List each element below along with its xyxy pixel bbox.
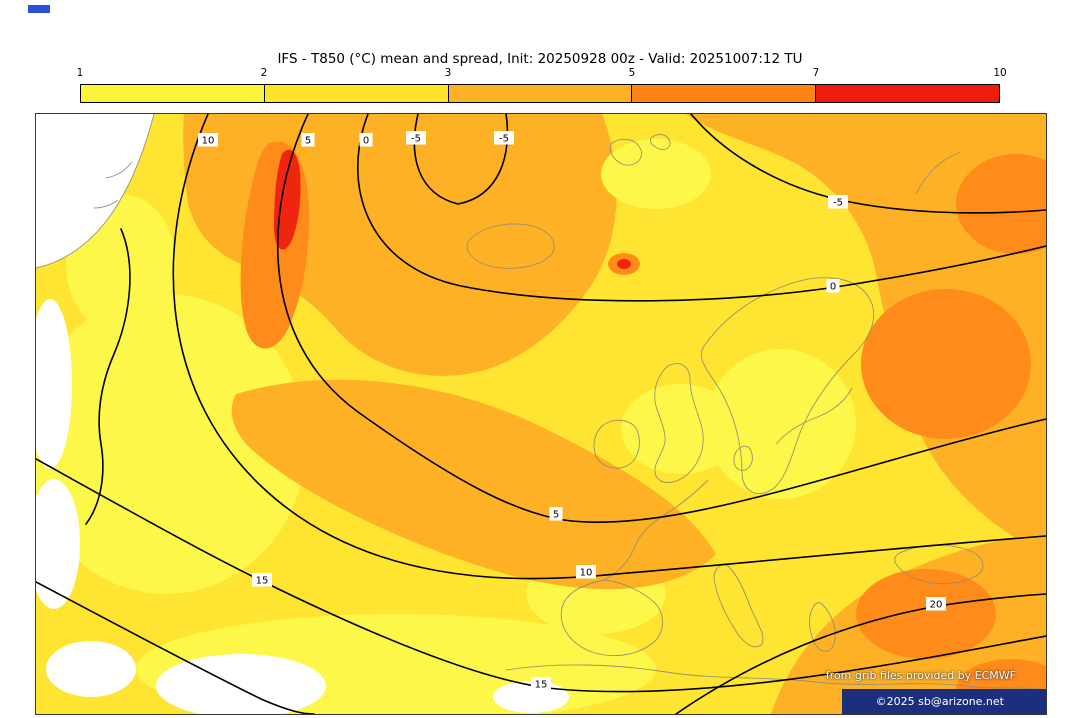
svg-text:15: 15 bbox=[535, 680, 548, 691]
contour-label: 5 bbox=[301, 133, 315, 147]
greece-coastline bbox=[809, 602, 836, 652]
denmark-coastline bbox=[733, 445, 753, 471]
contour-label: 5 bbox=[549, 507, 563, 521]
contour-layer bbox=[36, 114, 1046, 714]
colorbar-segments bbox=[80, 84, 1000, 103]
contour-labels-layer: 10 5 0 -5 -5 -5 0 5 10 15 15 20 bbox=[198, 131, 946, 691]
isotherm-line-15 bbox=[36, 458, 1046, 693]
svg-text:0: 0 bbox=[830, 282, 836, 293]
africa-coastline bbox=[505, 664, 1046, 691]
svg-text:20: 20 bbox=[930, 600, 943, 611]
contour-label: 10 bbox=[198, 133, 218, 147]
scandinavia-coastline bbox=[700, 277, 875, 494]
svg-text:0: 0 bbox=[363, 136, 369, 147]
colorbar-tick: 2 bbox=[260, 67, 268, 79]
colorbar-ticks: 1 2 3 5 7 10 bbox=[76, 67, 1007, 80]
contour-label: 0 bbox=[359, 133, 373, 147]
isotherm-line-20-east bbox=[675, 593, 1046, 714]
contour-label: 10 bbox=[576, 565, 596, 579]
contour-label: -5 bbox=[828, 195, 848, 209]
contour-label: -5 bbox=[494, 131, 514, 145]
spread-region-central-band bbox=[231, 379, 716, 590]
contour-label: 15 bbox=[531, 677, 551, 691]
chart-title: IFS - T850 (°C) mean and spread, Init: 2… bbox=[277, 51, 803, 67]
spread-fill-layer bbox=[36, 114, 1046, 714]
isotherm-line-minus5-inner bbox=[413, 114, 509, 205]
isotherm-line-20-west bbox=[36, 581, 315, 714]
contour-label: -5 bbox=[406, 131, 426, 145]
iceland-coastline bbox=[466, 223, 555, 269]
contour-label: 20 bbox=[926, 597, 946, 611]
great-britain-coastline bbox=[654, 363, 704, 483]
svg-text:10: 10 bbox=[580, 568, 593, 579]
greenland-coastline bbox=[36, 114, 155, 269]
colorbar-tick: 5 bbox=[628, 67, 636, 79]
colorbar-tick: 7 bbox=[812, 67, 820, 79]
colorbar-segment bbox=[448, 85, 633, 102]
spread-region-red-streak bbox=[274, 149, 301, 250]
colorbar-segment bbox=[816, 85, 999, 102]
isotherm-line-greenland bbox=[85, 228, 131, 525]
svg-text:-5: -5 bbox=[499, 134, 509, 145]
svg-text:5: 5 bbox=[305, 136, 311, 147]
svg-text:10: 10 bbox=[202, 136, 215, 147]
contour-label: 15 bbox=[252, 573, 272, 587]
spread-region-white-greenland bbox=[36, 114, 154, 268]
italy-coastline bbox=[713, 564, 764, 648]
isotherm-line-10 bbox=[172, 114, 1046, 580]
contour-label: 0 bbox=[826, 279, 840, 293]
baltic-coastline bbox=[775, 387, 853, 445]
france-coastline bbox=[603, 479, 709, 581]
iberia-coastline bbox=[560, 579, 663, 657]
novaya-zemlya-coastline bbox=[915, 151, 962, 195]
spread-region-east-mass bbox=[686, 114, 1046, 714]
isotherm-line-5 bbox=[276, 114, 1046, 524]
svg-text:-5: -5 bbox=[411, 134, 421, 145]
svg-text:-5: -5 bbox=[833, 198, 843, 209]
coastline-layer bbox=[36, 114, 1046, 691]
colorbar-segment bbox=[81, 85, 265, 102]
colorbar-tick: 3 bbox=[444, 67, 452, 79]
map-area: 10 5 0 -5 -5 -5 0 5 10 15 15 20 from grib files pro… bbox=[35, 113, 1047, 715]
ireland-coastline bbox=[593, 419, 640, 469]
colorbar-segment bbox=[632, 85, 817, 102]
svg-text:15: 15 bbox=[256, 576, 269, 587]
svg-text:5: 5 bbox=[553, 510, 559, 521]
svalbard-coastline bbox=[609, 134, 671, 166]
corner-mark bbox=[28, 5, 50, 13]
colorbar-tick: 1 bbox=[76, 67, 84, 79]
isotherm-line-0 bbox=[357, 114, 1046, 302]
attribution-ecmwf: from grib files provided by ECMWF bbox=[825, 669, 1016, 682]
forecast-map: 10 5 0 -5 -5 -5 0 5 10 15 15 20 bbox=[36, 114, 1046, 714]
colorbar-segment bbox=[264, 85, 449, 102]
colorbar-tick: 10 bbox=[993, 67, 1007, 79]
attribution-copyright: ©2025 sb@arizone.net bbox=[841, 689, 1046, 714]
